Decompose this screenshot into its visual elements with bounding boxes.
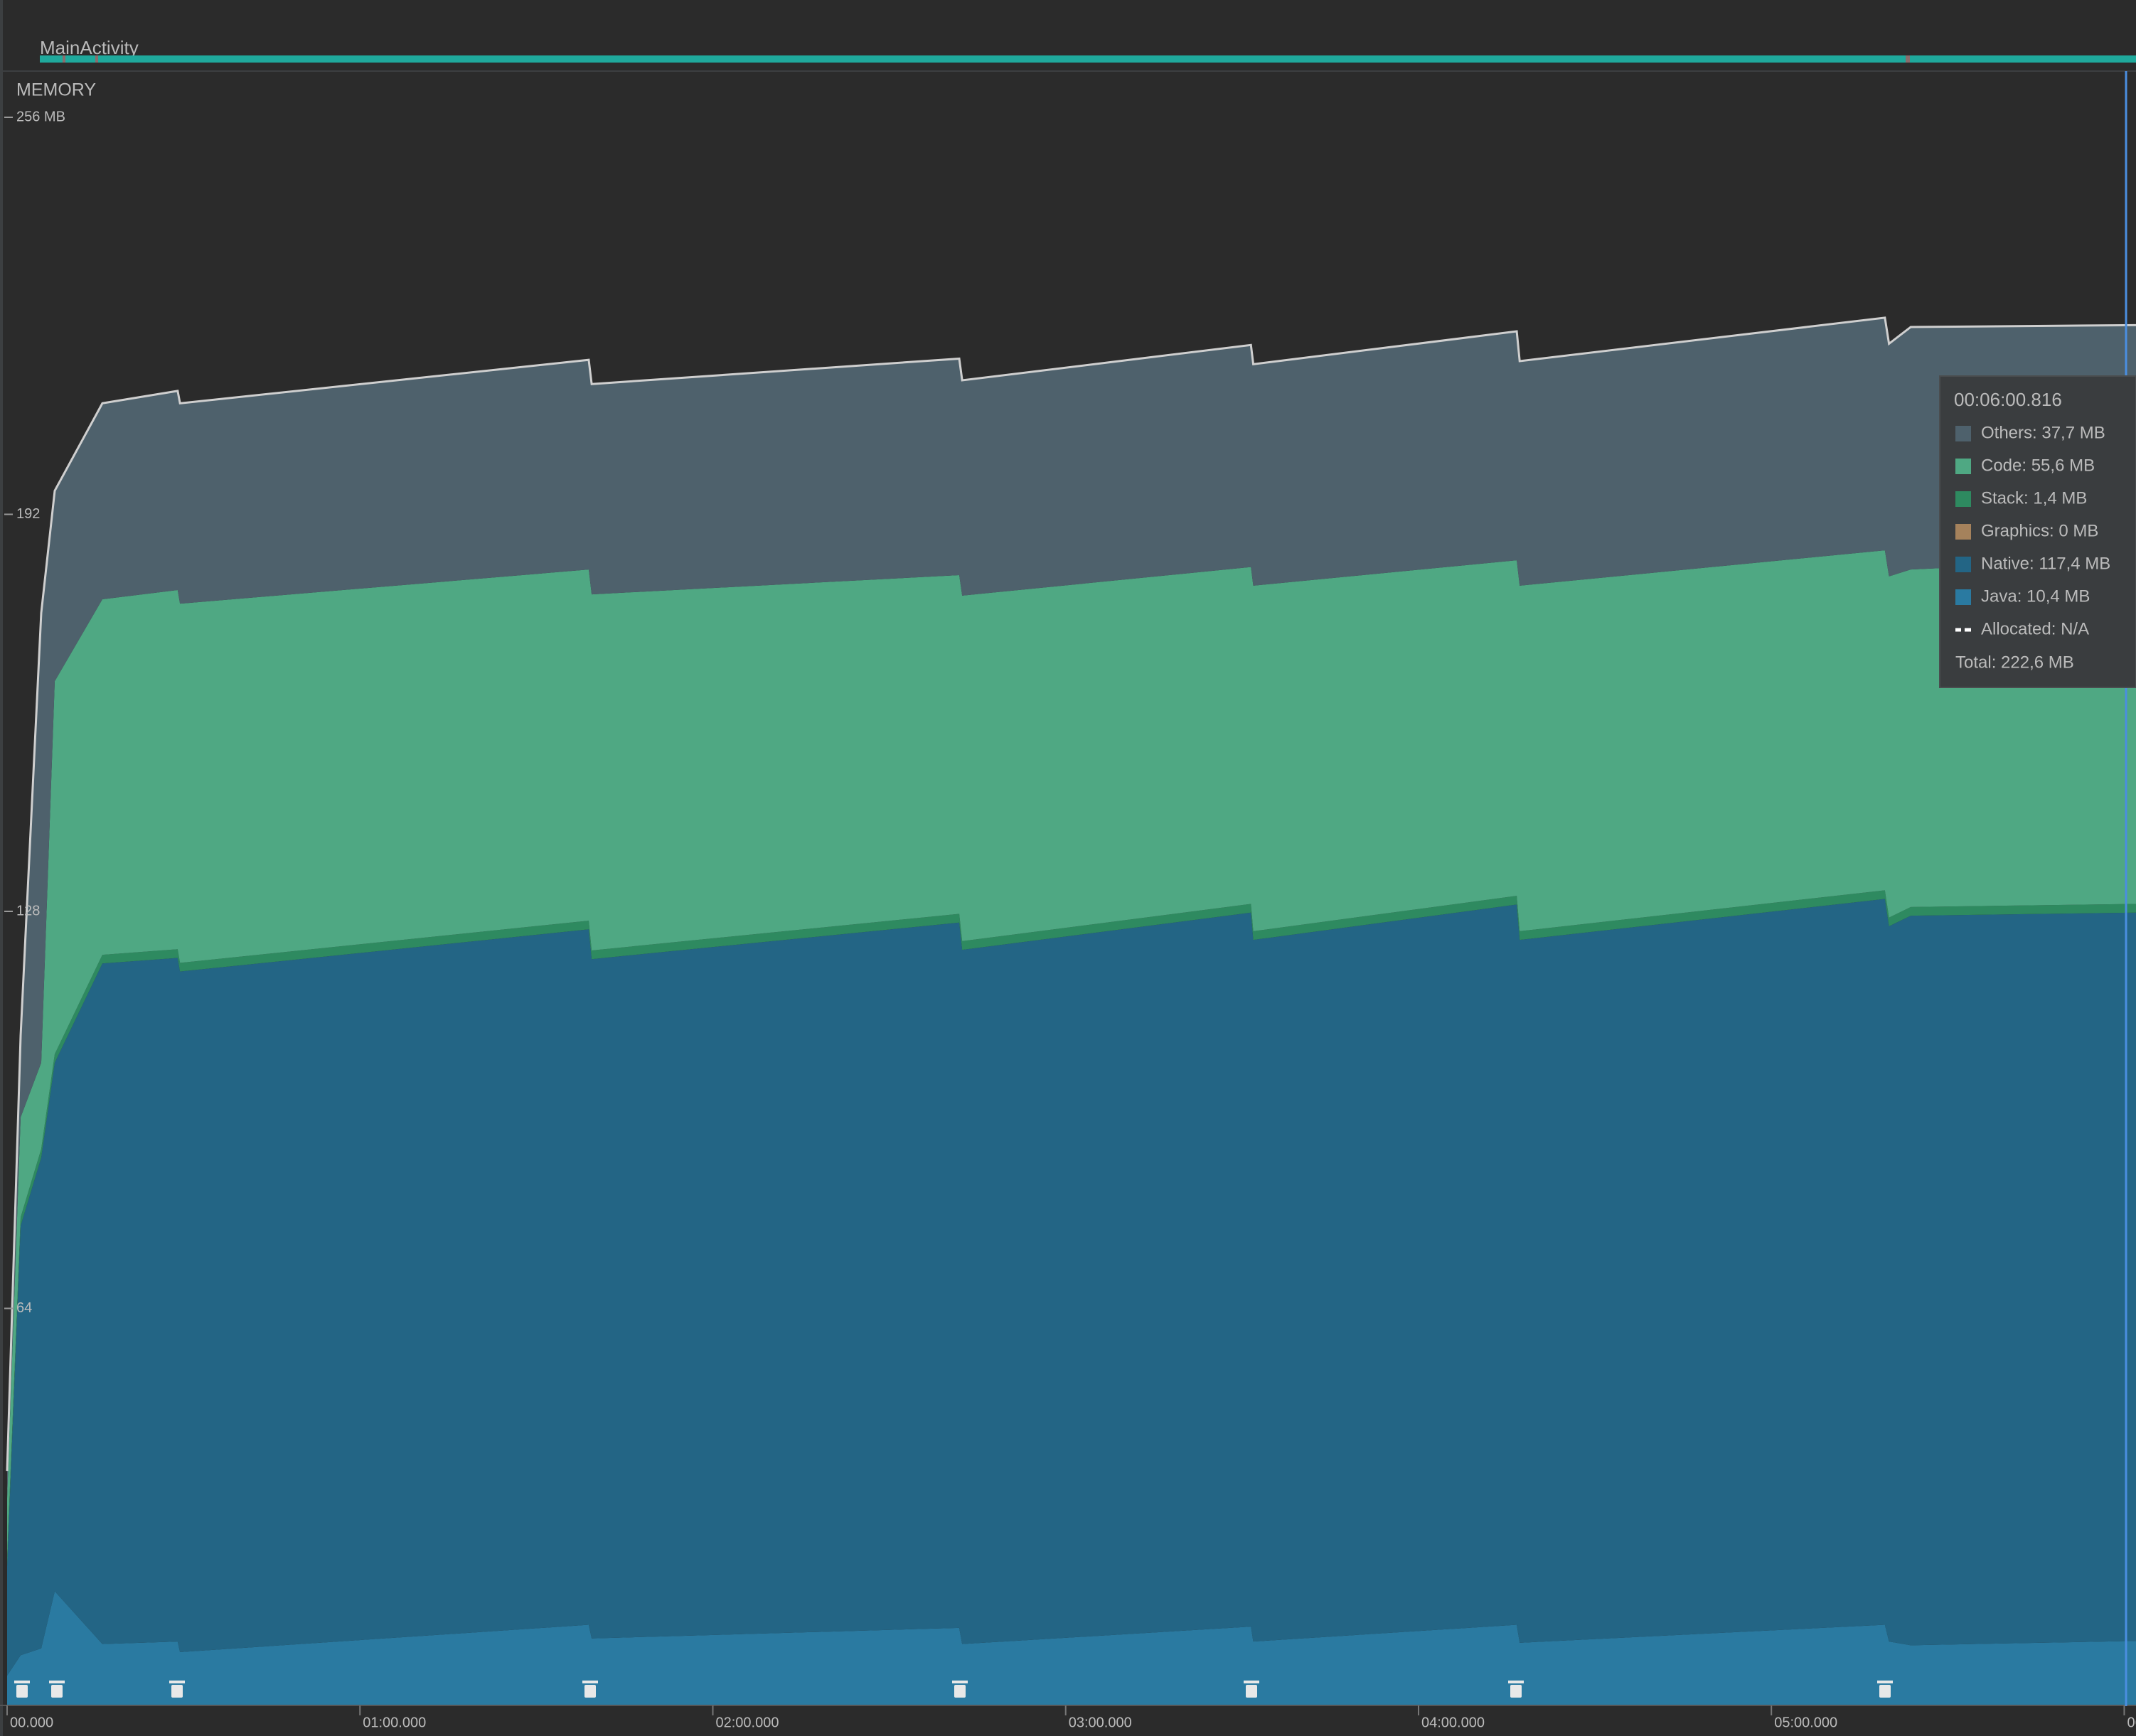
tooltip-swatch [1955, 589, 1971, 605]
x-tick-label: 03:00.000 [1069, 1715, 1132, 1730]
y-tick-label: 128 [16, 903, 40, 918]
gc-icon [169, 1681, 185, 1698]
activity-event [63, 55, 65, 63]
gc-icon [49, 1681, 65, 1698]
gc-icon-lid [169, 1681, 185, 1683]
x-tick-label: 06:00.000 [2127, 1715, 2136, 1730]
y-tick-label: 192 [16, 506, 40, 522]
x-tick-label: 02:00.000 [715, 1715, 779, 1730]
tooltip-swatch [1955, 426, 1971, 441]
gc-icon-lid [1877, 1681, 1893, 1683]
gc-icon [1244, 1681, 1259, 1698]
gc-icon-lid [1244, 1681, 1259, 1683]
tooltip-item: Stack: 1,4 MB [1981, 488, 2087, 508]
gc-icon-lid [952, 1681, 968, 1683]
gc-icon-lid [14, 1681, 30, 1683]
tooltip-swatch [1955, 491, 1971, 507]
gc-icon-body [16, 1685, 28, 1698]
area [7, 317, 2136, 1499]
y-tick-label: 64 [16, 1300, 32, 1316]
gc-icon [14, 1681, 30, 1698]
tooltip-item: Java: 10,4 MB [1981, 586, 2090, 606]
chart-title: MEMORY [16, 80, 96, 100]
tooltip-item: Graphics: 0 MB [1981, 521, 2098, 540]
activity-event [95, 55, 98, 63]
plot [6, 316, 2136, 1705]
x-tick-label: 00.000 [10, 1715, 53, 1730]
tooltip: 00:06:00.816 Others: 37,7 MB Code: 55,6 MB… [1939, 375, 2136, 688]
tooltip-item: Native: 117,4 MB [1981, 554, 2110, 573]
left-border [0, 0, 3, 1736]
gc-icon [1508, 1681, 1524, 1698]
gc-icon [1877, 1681, 1893, 1698]
gc-icon-body [51, 1685, 63, 1698]
gc-icon-lid [1508, 1681, 1524, 1683]
gc-icon-body [1879, 1685, 1891, 1698]
gc-icon-body [954, 1685, 966, 1698]
tooltip-box [1939, 375, 2136, 688]
gc-icon [952, 1681, 968, 1698]
tooltip-swatch [1955, 524, 1971, 540]
tooltip-swatch [1955, 459, 1971, 474]
total-outline [6, 316, 2136, 1472]
gc-icon-body [584, 1685, 596, 1698]
activity-event [1906, 55, 1910, 63]
area [7, 1591, 2136, 1705]
tooltip-swatch [1955, 557, 1971, 572]
gc-icon-body [1246, 1685, 1257, 1698]
tooltip-time: 00:06:00.816 [1954, 389, 2062, 410]
tooltip-item: Code: 55,6 MB [1981, 456, 2095, 475]
area [7, 550, 2136, 1558]
axis: 64 128 192 256 MB 00.000 01:00.000 02:00.000 03… [0, 109, 2136, 1730]
gc-icon-body [171, 1685, 183, 1698]
tooltip-total: Total: 222,6 MB [1955, 653, 2074, 672]
activity-bar [40, 55, 2136, 63]
gc-icon-lid [582, 1681, 598, 1683]
tooltip-item: Others: 37,7 MB [1981, 423, 2105, 442]
activity-label: MainActivity [40, 37, 139, 58]
gc-icon-lid [49, 1681, 65, 1683]
x-tick-label: 05:00.000 [1774, 1715, 1837, 1730]
gc-icon-body [1510, 1685, 1522, 1698]
gc-icon [582, 1681, 598, 1698]
x-tick-label: 01:00.000 [363, 1715, 426, 1730]
tooltip-item: Allocated: N/A [1981, 619, 2089, 638]
y-tick-label: 256 MB [16, 109, 65, 124]
x-tick-label: 04:00.000 [1421, 1715, 1485, 1730]
area [7, 899, 2136, 1676]
